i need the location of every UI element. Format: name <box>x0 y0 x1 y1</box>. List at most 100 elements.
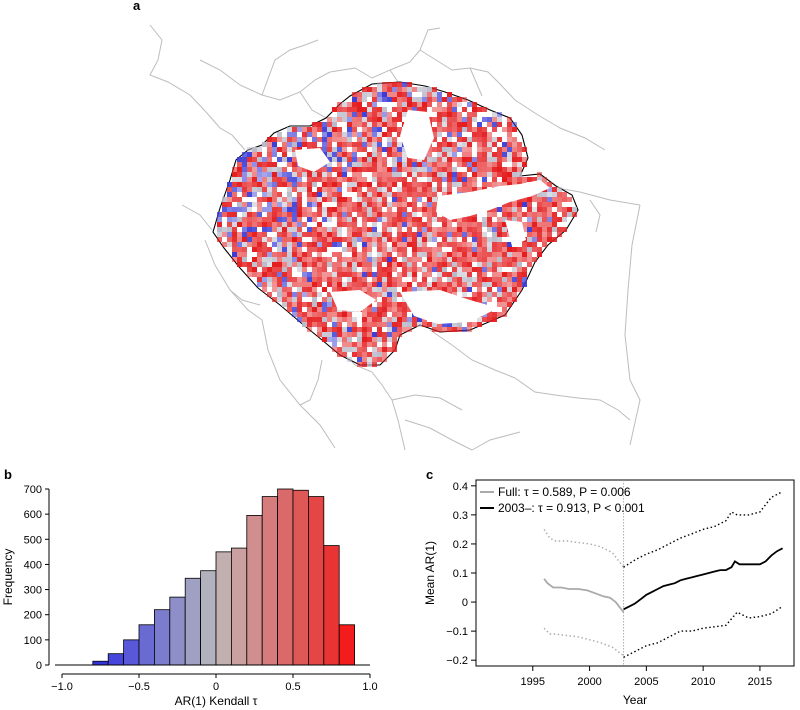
map-cell <box>422 262 427 267</box>
map-cell <box>307 277 312 282</box>
map-cell <box>267 172 272 177</box>
map-cell <box>307 292 312 297</box>
map-cell <box>472 267 477 272</box>
map-cell <box>432 107 437 112</box>
map-cell <box>307 282 312 287</box>
map-cell <box>287 262 292 267</box>
map-cell <box>327 307 332 312</box>
map-cell <box>402 162 407 167</box>
map-cell <box>517 267 522 272</box>
map-cell <box>282 297 287 302</box>
map-cell <box>497 162 502 167</box>
map-cell <box>332 137 337 142</box>
map-cell <box>337 272 342 277</box>
map-cell <box>257 217 262 222</box>
map-cell <box>347 347 352 352</box>
map-cell <box>332 212 337 217</box>
map-cell <box>497 292 502 297</box>
map-cell <box>347 107 352 112</box>
map-cell <box>507 297 512 302</box>
map-cell <box>462 227 467 232</box>
map-cell <box>442 222 447 227</box>
map-cell <box>427 157 432 162</box>
map-cell <box>347 122 352 127</box>
map-cell <box>257 157 262 162</box>
map-cell <box>352 242 357 247</box>
map-cell <box>457 142 462 147</box>
map-cell <box>327 317 332 322</box>
map-cell <box>292 212 297 217</box>
map-cell <box>317 267 322 272</box>
map-cell <box>257 202 262 207</box>
map-cell <box>267 217 272 222</box>
map-cell <box>237 162 242 167</box>
map-cell <box>322 227 327 232</box>
map-cell <box>437 282 442 287</box>
map-cell <box>422 242 427 247</box>
map-cell <box>427 257 432 262</box>
map-cell <box>397 247 402 252</box>
map-cell <box>362 287 367 292</box>
map-cell <box>502 262 507 267</box>
map-cell <box>432 87 437 92</box>
map-cell <box>482 117 487 122</box>
map-cell <box>382 292 387 297</box>
map-cell <box>357 362 362 367</box>
map-cell <box>522 247 527 252</box>
map-cell <box>357 92 362 97</box>
map-cell <box>277 212 282 217</box>
map-cell <box>417 217 422 222</box>
map-cell <box>437 257 442 262</box>
map-cell <box>372 282 377 287</box>
map-cell <box>422 237 427 242</box>
map-cell <box>352 127 357 132</box>
map-cell <box>412 272 417 277</box>
map-cell <box>342 197 347 202</box>
map-cell <box>287 277 292 282</box>
map-cell <box>367 92 372 97</box>
map-cell <box>332 237 337 242</box>
map-cell <box>342 112 347 117</box>
map-cell <box>282 197 287 202</box>
map-cell <box>547 237 552 242</box>
map-cell <box>552 227 557 232</box>
map-cell <box>372 342 377 347</box>
map-cell <box>327 132 332 137</box>
map-cell <box>482 157 487 162</box>
map-cell <box>447 117 452 122</box>
map-cell <box>557 232 562 237</box>
map-cell <box>397 272 402 277</box>
map-cell <box>507 167 512 172</box>
map-cell <box>462 217 467 222</box>
map-cell <box>317 322 322 327</box>
map-cell <box>297 302 302 307</box>
map-cell <box>452 322 457 327</box>
legend: Full: τ = 0.589, P = 0.006 2003–: τ = 0.… <box>480 485 645 515</box>
map-cell <box>487 117 492 122</box>
map-cell <box>412 177 417 182</box>
map-cell <box>392 247 397 252</box>
map-cell <box>372 147 377 152</box>
map-cell <box>367 212 372 217</box>
map-cell <box>377 232 382 237</box>
map-cell <box>482 267 487 272</box>
map-cell <box>512 262 517 267</box>
map-cell <box>367 202 372 207</box>
map-cell <box>427 222 432 227</box>
map-cell <box>367 252 372 257</box>
map-cell <box>402 267 407 272</box>
map-cell <box>477 287 482 292</box>
map-cell <box>252 202 257 207</box>
map-cell <box>297 217 302 222</box>
map-cell <box>447 107 452 112</box>
map-cell <box>432 117 437 122</box>
map-cell <box>362 117 367 122</box>
map-cell <box>437 262 442 267</box>
map-cell <box>282 137 287 142</box>
map-cell <box>337 277 342 282</box>
map-cell <box>437 162 442 167</box>
map-cell <box>382 302 387 307</box>
map-cell <box>402 182 407 187</box>
